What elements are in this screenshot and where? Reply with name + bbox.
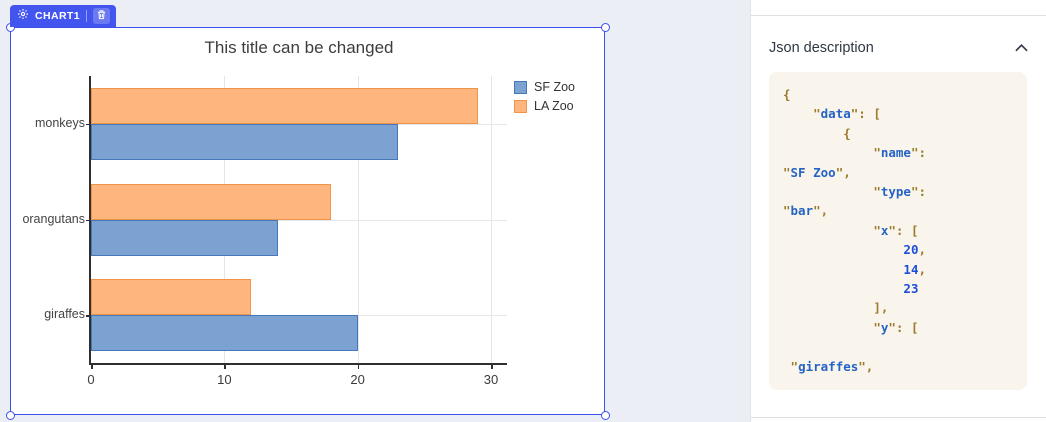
y-axis-label-monkeys: monkeys — [34, 115, 85, 130]
code-line: 23 — [903, 281, 919, 297]
x-tick-10 — [224, 365, 226, 369]
bar-la-zoo-monkeys[interactable] — [91, 87, 478, 124]
legend-item-la-zoo[interactable]: LA Zoo — [514, 99, 575, 113]
delete-chart-button[interactable] — [93, 8, 110, 24]
x-axis-tick-0: 0 — [87, 372, 95, 387]
chart-widget[interactable]: This title can be changed monkeys orangut… — [6, 23, 610, 420]
x-axis-tick-10: 10 — [217, 372, 232, 387]
x-axis-tick-20: 20 — [350, 372, 365, 387]
code-line: "y": [ — [873, 319, 919, 335]
chart-settings-button[interactable] — [17, 7, 29, 25]
code-line: "data": [ — [813, 106, 881, 122]
code-line: { — [843, 125, 851, 141]
chart-title: This title can be changed — [204, 38, 394, 57]
properties-panel: Json description { "data": [ { "name": "S… — [750, 0, 1046, 422]
bar-la-zoo-giraffes[interactable] — [91, 279, 251, 316]
resize-handle-top-right[interactable] — [601, 23, 610, 32]
bar-sf-zoo-orangutans[interactable] — [91, 219, 278, 256]
chart-legend: SF Zoo LA Zoo — [514, 80, 575, 113]
bar-la-zoo-orangutans[interactable] — [91, 183, 331, 220]
legend-label: SF Zoo — [534, 80, 575, 94]
chart-selection-badge: CHART1 — [10, 5, 116, 27]
code-line: 14, — [903, 261, 927, 277]
x-axis-tick-30: 30 — [483, 372, 499, 387]
code-line: "type": — [873, 184, 927, 200]
bar-sf-zoo-monkeys[interactable] — [91, 123, 398, 160]
bar-sf-zoo-giraffes[interactable] — [91, 315, 358, 352]
code-line — [783, 337, 1013, 356]
legend-item-sf-zoo[interactable]: SF Zoo — [514, 80, 575, 94]
panel-divider — [751, 15, 1046, 16]
trash-icon — [96, 7, 107, 25]
json-code-block: { "data": [ { "name": "SF Zoo", "type": "b… — [769, 72, 1027, 390]
chart-name-label: CHART1 — [35, 10, 80, 22]
resize-handle-bottom-left[interactable] — [6, 411, 15, 420]
y-tick-monkeys — [86, 123, 91, 126]
code-line: { — [783, 87, 791, 102]
x-tick-30 — [491, 365, 493, 369]
code-line: "SF Zoo", — [783, 164, 851, 180]
editor-canvas[interactable]: CHART1 This title can be changed monkeys… — [0, 0, 750, 422]
badge-divider — [86, 10, 87, 22]
y-axis-label-giraffes: giraffes — [44, 307, 85, 322]
legend-swatch-sf-zoo — [514, 80, 527, 94]
code-line: "giraffes", — [790, 358, 874, 374]
y-tick-orangutans — [86, 219, 91, 221]
gridline-y-orangutans — [91, 219, 507, 221]
y-tick-giraffes — [86, 315, 91, 317]
x-axis-line — [89, 363, 507, 365]
code-line: "x": [ — [873, 222, 919, 238]
gear-icon — [17, 7, 29, 25]
y-axis-line — [89, 76, 91, 365]
legend-label: LA Zoo — [534, 99, 574, 113]
chevron-up-icon[interactable] — [1015, 44, 1028, 52]
x-tick-20 — [357, 365, 360, 369]
code-line: "bar", — [783, 203, 829, 219]
panel-divider — [751, 417, 1046, 418]
resize-handle-bottom-right[interactable] — [601, 411, 610, 420]
y-axis-label-orangutans: orangutans — [22, 211, 85, 226]
code-line: "name": — [873, 145, 927, 161]
legend-swatch-la-zoo — [514, 99, 527, 113]
json-description-title: Json description — [769, 40, 874, 56]
code-line: ], — [873, 300, 889, 316]
code-line: 20, — [903, 242, 927, 258]
x-tick-0 — [91, 365, 93, 369]
json-description-section-header[interactable]: Json description — [769, 37, 1028, 59]
